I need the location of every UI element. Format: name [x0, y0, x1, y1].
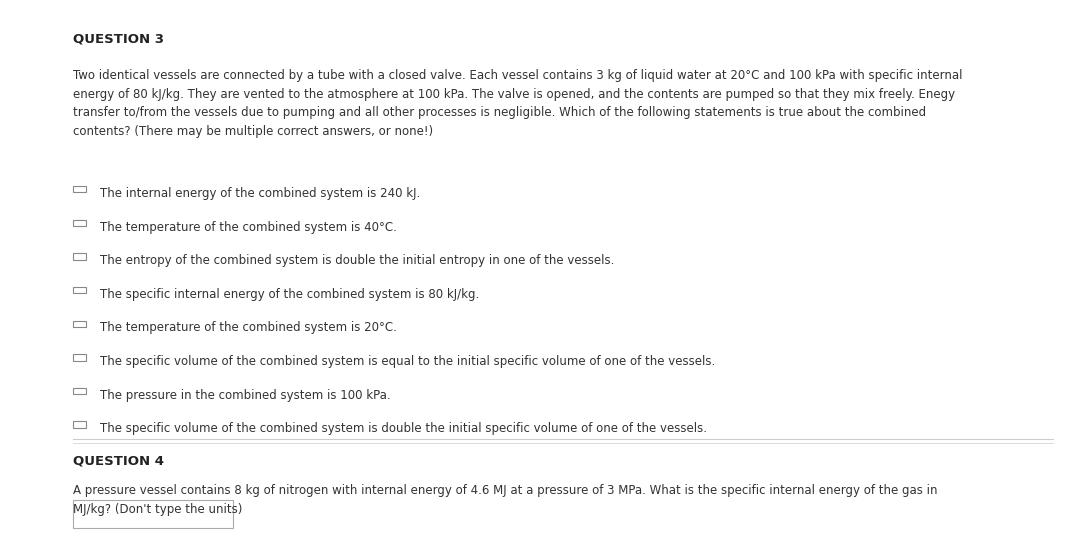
Bar [73, 253, 86, 260]
Bar [73, 354, 86, 360]
Text: The entropy of the combined system is double the initial entropy in one of the v: The entropy of the combined system is do… [100, 254, 615, 267]
Bar [73, 388, 86, 394]
Text: The temperature of the combined system is 40°C.: The temperature of the combined system i… [100, 221, 397, 233]
Bar [73, 219, 86, 226]
Bar [73, 421, 86, 428]
Text: QUESTION 3: QUESTION 3 [73, 32, 164, 45]
Text: The pressure in the combined system is 100 kPa.: The pressure in the combined system is 1… [100, 389, 391, 402]
Text: The internal energy of the combined system is 240 kJ.: The internal energy of the combined syst… [100, 187, 421, 200]
Text: A pressure vessel contains 8 kg of nitrogen with internal energy of 4.6 MJ at a : A pressure vessel contains 8 kg of nitro… [73, 484, 937, 516]
Bar [73, 287, 86, 293]
Bar [73, 320, 86, 327]
Text: QUESTION 4: QUESTION 4 [73, 455, 164, 468]
Text: The specific volume of the combined system is equal to the initial specific volu: The specific volume of the combined syst… [100, 355, 716, 368]
Text: The temperature of the combined system is 20°C.: The temperature of the combined system i… [100, 321, 397, 334]
Text: The specific volume of the combined system is double the initial specific volume: The specific volume of the combined syst… [100, 422, 707, 435]
FancyBboxPatch shape [73, 500, 233, 528]
Text: Two identical vessels are connected by a tube with a closed valve. Each vessel c: Two identical vessels are connected by a… [73, 69, 963, 138]
Bar [73, 186, 86, 192]
Text: The specific internal energy of the combined system is 80 kJ/kg.: The specific internal energy of the comb… [100, 288, 480, 301]
